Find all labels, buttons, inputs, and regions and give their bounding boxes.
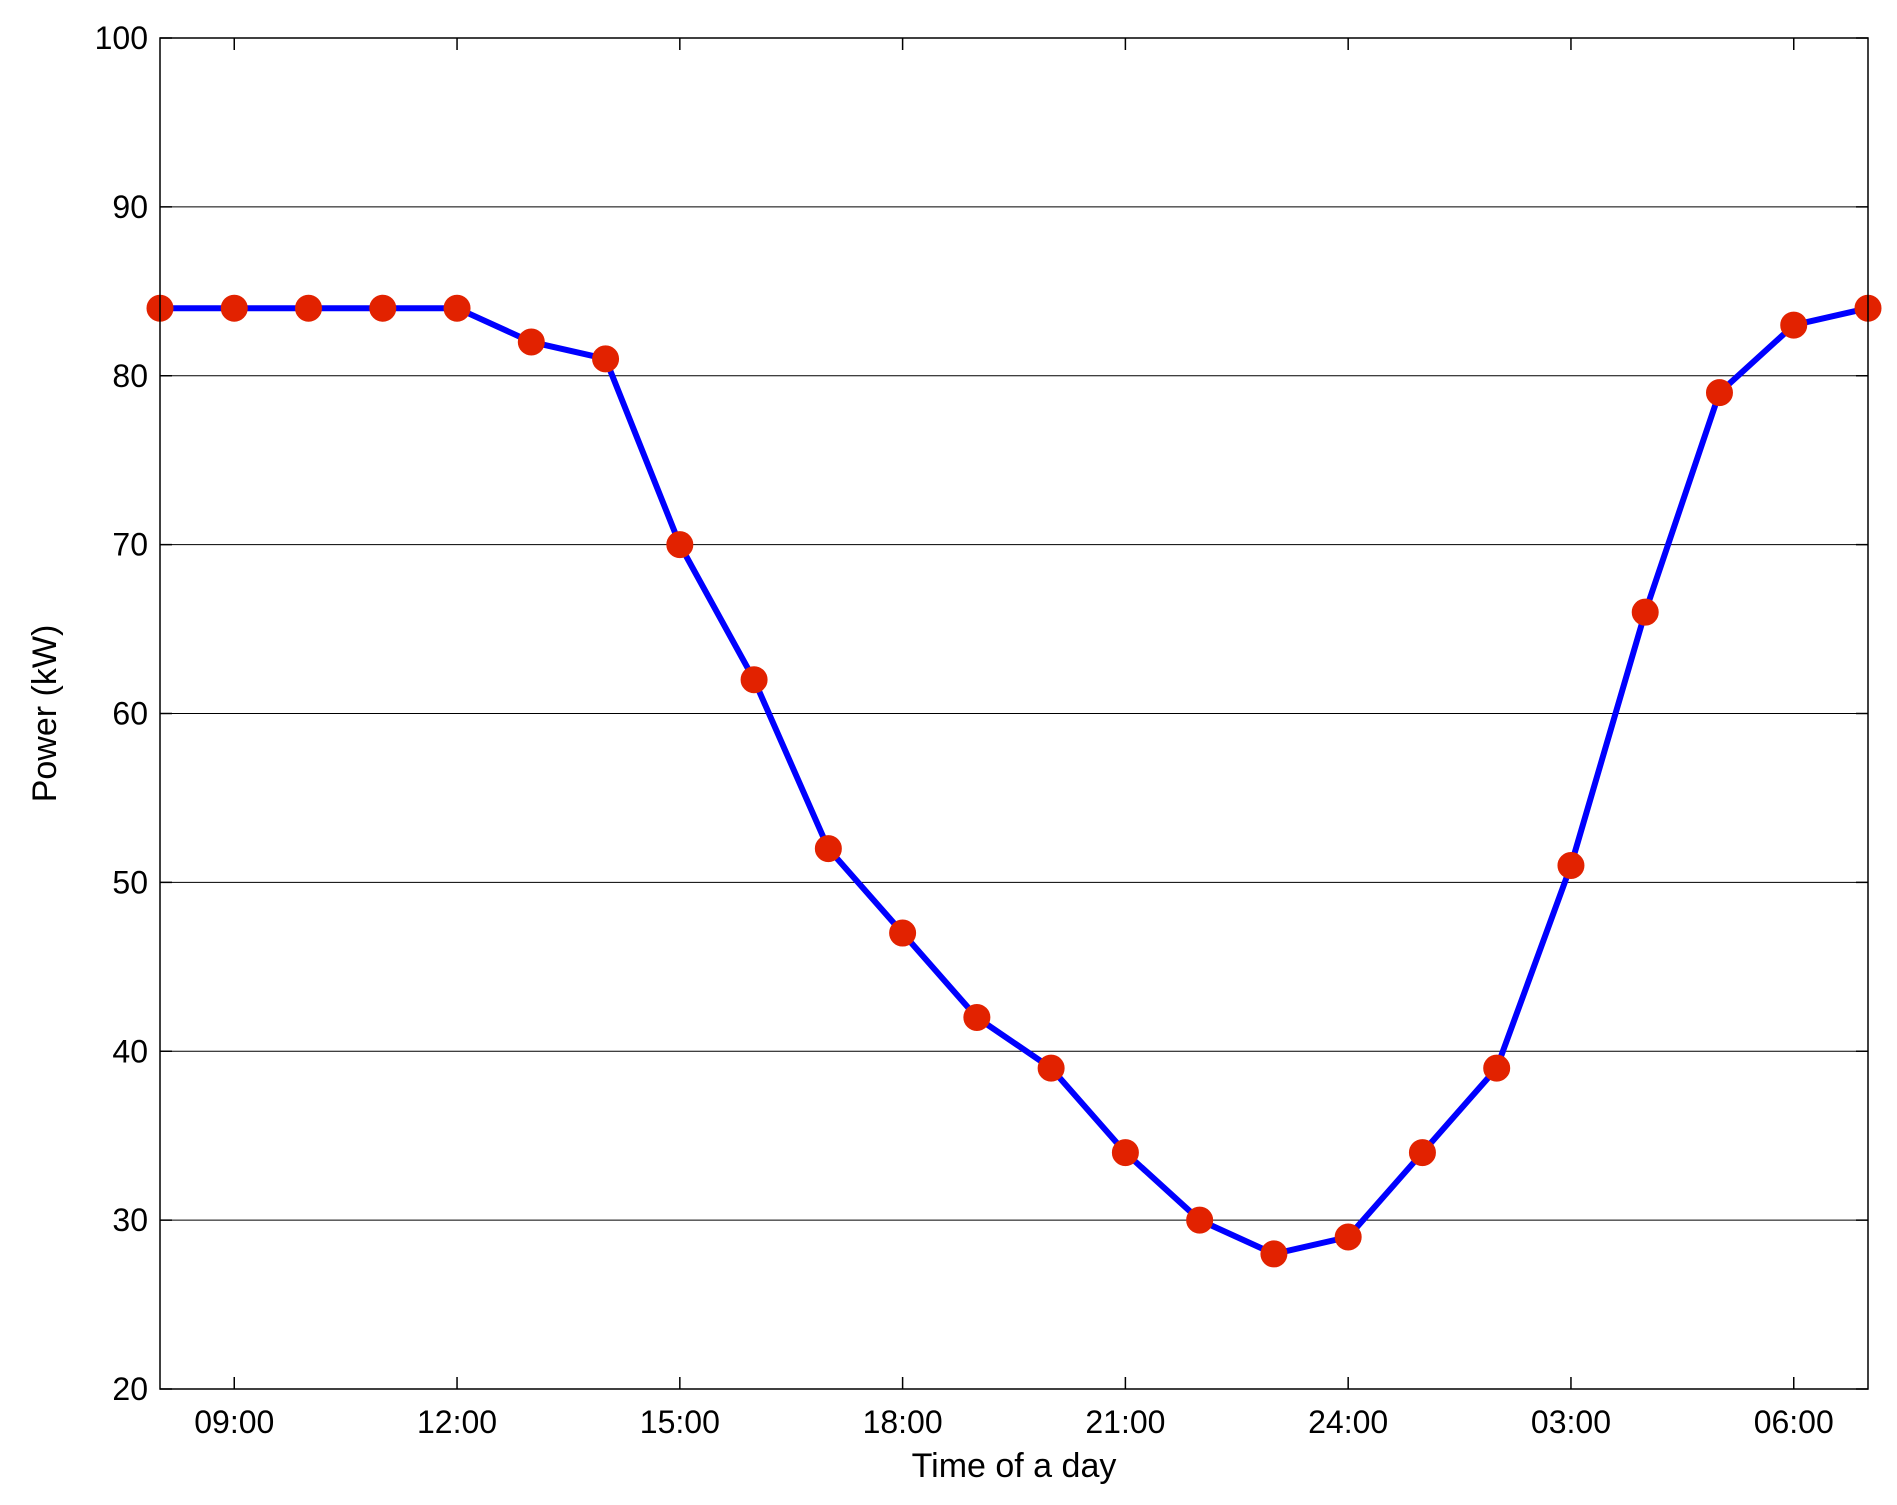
y-tick-labels: 20 30 40 50 60 70 80 90 100 xyxy=(95,20,148,1407)
data-point xyxy=(963,1003,991,1031)
plot-frame xyxy=(159,37,1869,1390)
y-axis-title: Power (kW) xyxy=(26,625,64,803)
y-tick-label: 50 xyxy=(112,864,148,900)
data-point xyxy=(295,294,323,322)
x-axis-title: Time of a day xyxy=(912,1447,1117,1485)
y-tick-label: 40 xyxy=(112,1033,148,1069)
x-tick-label: 06:00 xyxy=(1754,1404,1834,1440)
data-point xyxy=(369,294,397,322)
y-tick-label: 70 xyxy=(112,527,148,563)
grid-lines xyxy=(160,206,1868,1221)
data-point xyxy=(1037,1054,1065,1082)
y-tick-label: 80 xyxy=(112,358,148,394)
data-point xyxy=(1186,1206,1214,1234)
power-series-markers xyxy=(146,294,1882,1268)
data-point xyxy=(517,328,545,356)
y-tick-label: 30 xyxy=(112,1202,148,1238)
y-tick-label: 90 xyxy=(112,189,148,225)
data-point xyxy=(666,531,694,559)
data-point xyxy=(1557,851,1585,879)
x-tick-label: 21:00 xyxy=(1085,1404,1165,1440)
x-tick-label: 24:00 xyxy=(1308,1404,1388,1440)
x-tick-label: 03:00 xyxy=(1531,1404,1611,1440)
data-point xyxy=(1483,1054,1511,1082)
data-point xyxy=(1780,311,1808,339)
x-tick-label: 15:00 xyxy=(640,1404,720,1440)
data-point xyxy=(889,919,917,947)
data-point xyxy=(443,294,471,322)
x-tick-label: 09:00 xyxy=(194,1404,274,1440)
data-point xyxy=(592,345,620,373)
data-point xyxy=(220,294,248,322)
data-point xyxy=(1260,1240,1288,1268)
data-point xyxy=(1334,1223,1362,1251)
x-tick-labels: 09:00 12:00 15:00 18:00 21:00 24:00 03:00 06:00 xyxy=(194,1404,1834,1440)
data-point xyxy=(1408,1139,1436,1167)
y-tick-label: 20 xyxy=(112,1371,148,1407)
x-tick-label: 18:00 xyxy=(863,1404,943,1440)
y-tick-label: 60 xyxy=(112,696,148,732)
data-point xyxy=(740,666,768,694)
series-layer xyxy=(146,294,1882,1268)
data-point xyxy=(1631,598,1659,626)
x-tick-label: 12:00 xyxy=(417,1404,497,1440)
data-point xyxy=(1705,379,1733,407)
data-point xyxy=(814,835,842,863)
y-tick-label: 100 xyxy=(95,20,148,56)
data-point xyxy=(1111,1139,1139,1167)
